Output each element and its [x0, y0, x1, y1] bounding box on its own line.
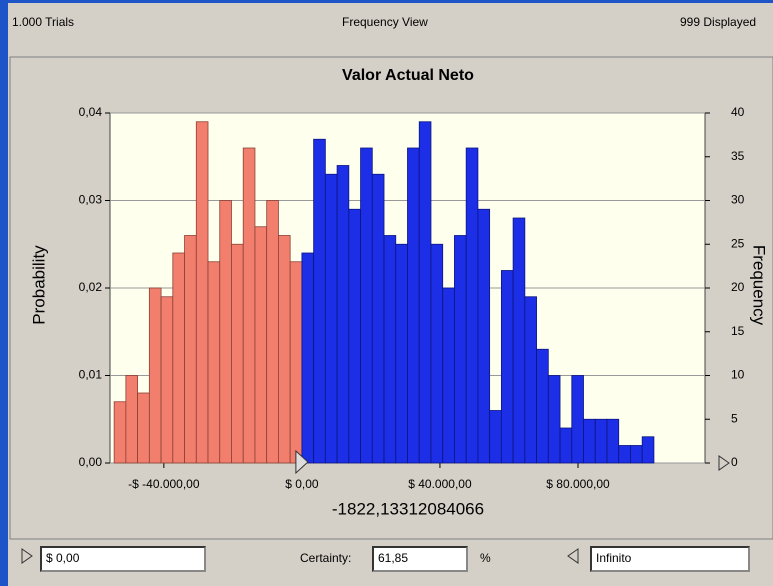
bar — [559, 427, 573, 464]
lower-grabber[interactable] — [21, 548, 33, 564]
y2-tick-label: 0 — [731, 455, 738, 469]
y2-tick-label: 15 — [731, 324, 745, 338]
bar — [418, 121, 432, 464]
bar — [583, 418, 596, 464]
y-axis-label: Probability — [29, 245, 48, 325]
bar — [536, 348, 549, 464]
bar — [407, 147, 420, 464]
bar — [254, 226, 268, 464]
bar — [278, 235, 291, 464]
bar — [184, 235, 197, 464]
y2-axis-label: Frequency — [750, 245, 769, 326]
bar — [242, 147, 256, 464]
y-tick-label: 0,00 — [79, 455, 103, 469]
bar — [148, 287, 162, 464]
right-grabber[interactable] — [718, 455, 730, 471]
bar — [500, 270, 514, 464]
y-tick-label: 0,04 — [79, 105, 103, 119]
bar — [547, 375, 561, 464]
percent: % — [480, 551, 491, 565]
bar — [524, 296, 537, 464]
annotation: -1822,13312084066 — [332, 499, 484, 518]
bar — [512, 217, 526, 464]
bar — [172, 252, 185, 464]
bar — [207, 261, 221, 464]
trials: 1.000 Trials — [12, 15, 75, 29]
bar — [430, 243, 444, 464]
x-tick-label: $ 0,00 — [285, 477, 319, 491]
x-tick-label: -$ -40.000,00 — [128, 477, 200, 491]
bar — [301, 252, 315, 464]
bar — [266, 200, 279, 464]
upper-input[interactable]: Infinito — [590, 546, 750, 572]
bar — [630, 445, 643, 464]
bar — [113, 401, 127, 464]
y-tick-label: 0,01 — [79, 368, 103, 382]
y2-tick-label: 10 — [731, 368, 745, 382]
lower-marker — [295, 449, 309, 475]
bar — [348, 208, 361, 464]
x-tick-label: $ 40.000,00 — [408, 477, 472, 491]
bar — [618, 445, 631, 464]
bar — [606, 418, 620, 464]
bar — [442, 287, 455, 464]
bar — [160, 296, 174, 464]
bar — [313, 138, 326, 464]
bar — [594, 418, 608, 464]
y2-tick-label: 20 — [731, 280, 745, 294]
bar — [336, 165, 350, 464]
certainty-input[interactable]: 61,85 — [372, 546, 468, 572]
bar — [219, 200, 232, 464]
y2-tick-label: 40 — [731, 105, 745, 119]
y2-tick-label: 25 — [731, 236, 745, 250]
upper-grabber[interactable] — [567, 548, 579, 564]
bar — [137, 392, 150, 464]
bar — [383, 235, 397, 464]
bar — [465, 147, 479, 464]
bar — [125, 375, 139, 464]
bar — [395, 243, 408, 464]
displayed: 999 Displayed — [680, 15, 757, 29]
bar — [454, 235, 467, 464]
y2-tick-label: 35 — [731, 149, 745, 163]
y2-tick-label: 30 — [731, 193, 745, 207]
bar — [489, 410, 502, 464]
bar — [371, 173, 385, 464]
view-name: Frequency View — [342, 15, 428, 29]
bar — [289, 261, 303, 464]
bar — [231, 243, 244, 464]
certainty-label: Certainty: — [300, 551, 352, 565]
y-tick-label: 0,02 — [79, 280, 103, 294]
lower-input[interactable]: $ 0,00 — [40, 546, 206, 572]
y-tick-label: 0,03 — [79, 193, 103, 207]
bar — [571, 375, 584, 464]
bar — [360, 147, 373, 464]
chart-title: Valor Actual Neto — [342, 67, 474, 84]
bar — [477, 208, 491, 464]
x-tick-label: $ 80.000,00 — [546, 477, 610, 491]
y2-tick-label: 5 — [731, 411, 738, 425]
bar — [324, 173, 338, 464]
bar — [195, 121, 209, 464]
bar — [641, 436, 655, 464]
